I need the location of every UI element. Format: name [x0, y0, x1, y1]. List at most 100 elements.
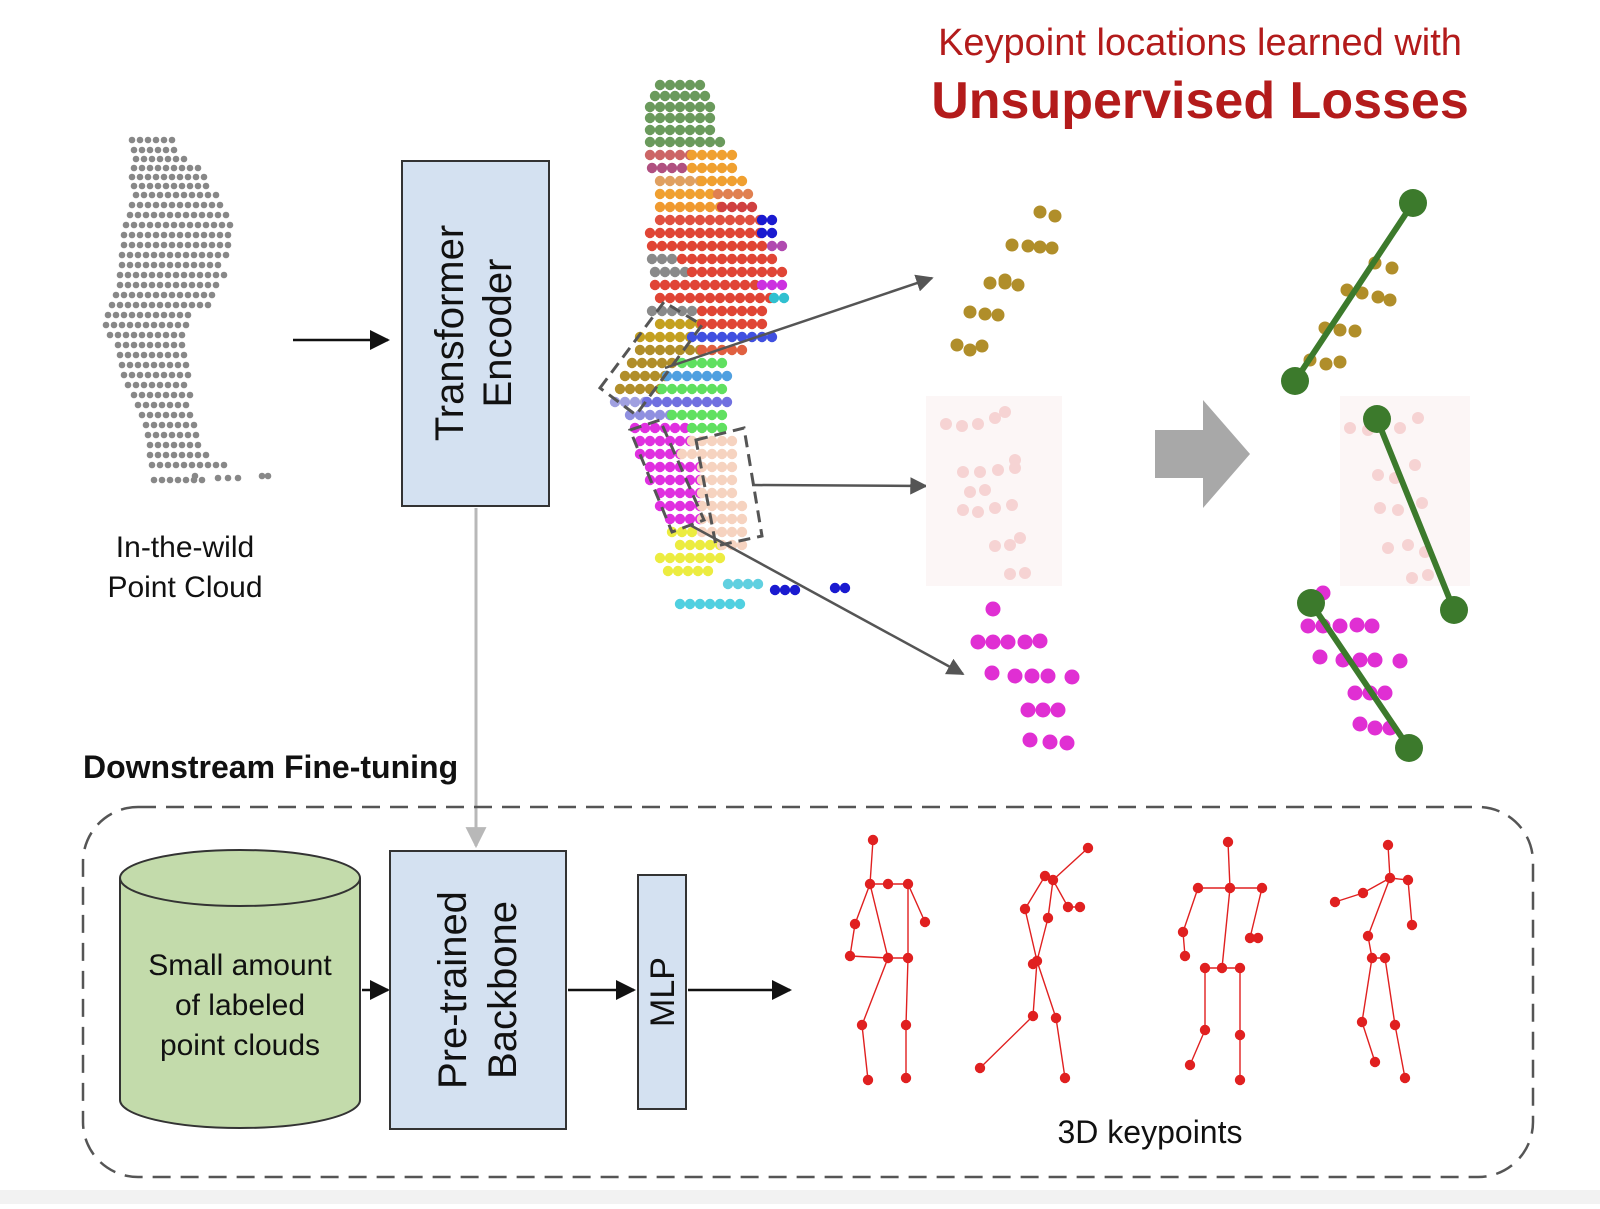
gray-point	[154, 391, 162, 399]
segment-point	[694, 112, 706, 124]
gray-point	[128, 371, 136, 379]
gray-point	[154, 341, 162, 349]
gray-point	[208, 201, 216, 209]
segment-point	[654, 149, 666, 161]
gray-point	[164, 301, 172, 309]
keypoint-joint	[1399, 189, 1427, 217]
segment-point	[674, 487, 686, 499]
segment-point	[696, 487, 708, 499]
segment-point	[716, 331, 728, 343]
gray-point	[116, 271, 124, 279]
transformer-encoder-box	[401, 160, 550, 507]
segment-point	[664, 175, 676, 187]
segment-point	[706, 162, 718, 174]
skeleton-bone	[869, 883, 889, 959]
segment-point	[646, 162, 658, 174]
gray-point	[182, 361, 190, 369]
gray-point	[208, 231, 216, 239]
magenta-cluster-point	[1040, 668, 1056, 684]
segment-point	[742, 578, 754, 590]
gray-point	[170, 411, 178, 419]
magenta-fitted-point	[1352, 716, 1368, 732]
segment-point	[754, 292, 766, 304]
gray-point	[152, 431, 160, 439]
gray-point	[154, 441, 162, 449]
output-label: 3D keypoints	[1058, 1114, 1243, 1150]
output-skeletons	[844, 834, 1418, 1086]
segment-point	[714, 552, 726, 564]
pink-fitted-point	[1406, 572, 1418, 584]
segment-point	[646, 305, 658, 317]
skeleton-joint	[1234, 962, 1246, 974]
db-label-line2: of labeled	[175, 989, 305, 1022]
gray-point	[168, 136, 176, 144]
segment-point	[746, 240, 758, 252]
segment-point	[684, 539, 696, 551]
segmented-point-cloud	[609, 79, 851, 610]
segment-point	[714, 214, 726, 226]
segment-point	[674, 435, 686, 447]
segment-point	[706, 331, 718, 343]
gray-point	[142, 401, 150, 409]
gray-point	[132, 191, 140, 199]
segment-point	[664, 318, 676, 330]
gray-point	[192, 231, 200, 239]
segment-point	[746, 253, 758, 265]
pink-fitted-point	[1412, 412, 1424, 424]
bottom-strip	[0, 1190, 1600, 1204]
skeleton-joint	[1062, 901, 1074, 913]
gray-point	[154, 411, 162, 419]
gray-point	[188, 301, 196, 309]
big-right-arrow	[1155, 400, 1250, 508]
gray-point	[130, 164, 138, 172]
gray-point	[188, 271, 196, 279]
segment-point	[756, 305, 768, 317]
segment-point	[679, 279, 691, 291]
segment-point	[694, 598, 706, 610]
gray-point	[164, 271, 172, 279]
segment-point	[706, 448, 718, 460]
skeleton-joint	[1019, 903, 1031, 915]
gray-point	[186, 221, 194, 229]
segment-point	[684, 318, 696, 330]
skeleton-bone	[849, 923, 856, 957]
gray-point	[160, 431, 168, 439]
gray-point	[178, 331, 186, 339]
pink-cluster-point	[979, 484, 991, 496]
segment-point	[686, 448, 698, 460]
pink-cluster-point	[989, 502, 1001, 514]
gray-point	[224, 474, 232, 482]
gray-point	[134, 261, 142, 269]
gray-point	[146, 146, 154, 154]
skeleton-joint	[1047, 874, 1059, 886]
gray-point	[152, 201, 160, 209]
magenta-fitted-point	[1347, 685, 1363, 701]
pink-cluster-point	[999, 406, 1011, 418]
skeleton-joint	[1362, 930, 1374, 942]
segment-point	[654, 318, 666, 330]
segment-point	[706, 409, 718, 421]
skeleton-bone	[1036, 917, 1049, 962]
gray-point	[158, 211, 166, 219]
gray-point	[148, 351, 156, 359]
gray-point	[172, 155, 180, 163]
gray-point	[182, 476, 190, 484]
pink-cluster-point	[1019, 567, 1031, 579]
skeleton-joint	[882, 878, 894, 890]
gray-point	[134, 251, 142, 259]
gray-point	[146, 441, 154, 449]
magenta-fitted-point	[1300, 618, 1316, 634]
segment-point	[744, 227, 756, 239]
gray-point	[212, 281, 220, 289]
magenta-cluster-point	[1017, 634, 1033, 650]
segment-point	[686, 162, 698, 174]
gray-point	[152, 241, 160, 249]
gray-point	[128, 201, 136, 209]
backbone-box	[389, 850, 567, 1130]
segment-point	[654, 201, 666, 213]
segment-point	[649, 266, 661, 278]
olive-cluster-point	[983, 276, 997, 290]
gray-point	[176, 173, 184, 181]
skeleton-bone	[979, 1015, 1034, 1069]
gray-point	[194, 441, 202, 449]
